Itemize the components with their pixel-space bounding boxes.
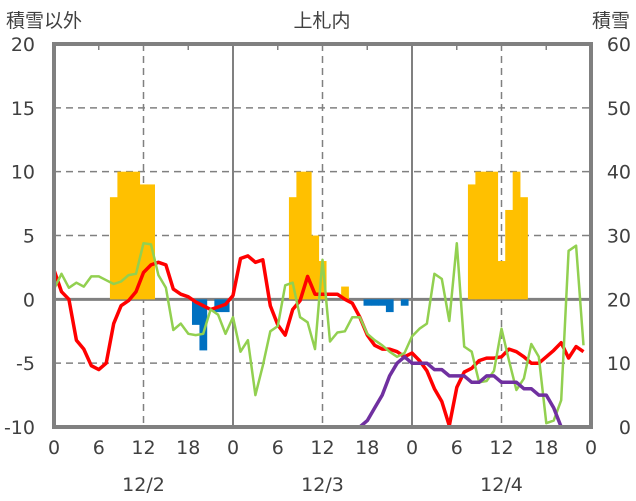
bar-positive	[311, 235, 320, 300]
x-tick-label: 6	[451, 437, 463, 459]
bar-positive	[341, 286, 349, 300]
bar-positive	[109, 197, 118, 300]
y-right-tick-label: 60	[607, 34, 631, 56]
x-tick-label: 18	[176, 437, 200, 459]
bar-positive	[132, 171, 141, 300]
y-right-tick-label: 0	[619, 417, 631, 439]
x-tick-label: 0	[48, 437, 60, 459]
bar-negative	[199, 299, 208, 351]
x-tick-label: 0	[585, 437, 597, 459]
bar-positive	[288, 197, 297, 300]
right-axis-title: 積雪	[592, 10, 630, 32]
bar-negative	[191, 299, 200, 325]
bar-negative	[385, 299, 394, 313]
x-tick-label: 18	[534, 437, 558, 459]
y-right-tick-label: 10	[607, 353, 631, 375]
bar-positive	[497, 261, 506, 300]
date-label: 12/4	[480, 474, 523, 496]
y-left-tick-label: 10	[11, 162, 35, 184]
chart-title: 上札内	[293, 10, 350, 32]
y-right-tick-label: 40	[607, 162, 631, 184]
bar-positive	[139, 184, 148, 300]
y-right-tick-label: 50	[607, 98, 631, 120]
x-tick-label: 12	[131, 437, 155, 459]
bar-positive	[117, 171, 126, 300]
y-right-tick-label: 30	[607, 226, 631, 248]
x-tick-label: 6	[93, 437, 105, 459]
y-right-tick-label: 20	[607, 289, 631, 311]
bar-positive	[303, 171, 312, 300]
date-label: 12/2	[122, 474, 165, 496]
bar-negative	[363, 299, 372, 306]
x-tick-label: 12	[310, 437, 334, 459]
x-tick-label: 6	[272, 437, 284, 459]
date-label: 12/3	[301, 474, 344, 496]
y-left-tick-label: 0	[23, 289, 35, 311]
y-left-tick-label: 15	[11, 98, 35, 120]
x-tick-label: 18	[355, 437, 379, 459]
bar-positive	[318, 261, 327, 300]
y-left-tick-label: 5	[23, 226, 35, 248]
bar-negative	[400, 299, 409, 306]
x-tick-label: 12	[489, 437, 513, 459]
series-green-line	[52, 241, 585, 425]
bar-positive	[147, 184, 155, 300]
bar-negative	[378, 299, 387, 306]
left-axis-title: 積雪以外	[6, 10, 82, 32]
bar-positive	[505, 209, 513, 300]
bar-positive	[467, 184, 476, 300]
bar-positive	[490, 171, 499, 300]
series-purple-line	[54, 355, 584, 429]
bar-positive	[482, 171, 491, 300]
bar-positive	[124, 171, 133, 300]
y-left-tick-label: -10	[4, 417, 35, 439]
x-tick-label: 0	[406, 437, 418, 459]
bar-negative	[370, 299, 379, 306]
y-left-tick-label: -5	[16, 353, 35, 375]
bar-positive	[296, 171, 305, 300]
x-tick-label: 0	[227, 437, 239, 459]
bars	[109, 171, 528, 351]
plot-border	[52, 42, 593, 429]
plot-frame	[52, 42, 593, 429]
bar-positive	[520, 197, 528, 300]
bar-positive	[512, 171, 521, 300]
y-left-tick-label: 20	[11, 34, 35, 56]
bar-positive	[475, 171, 484, 300]
